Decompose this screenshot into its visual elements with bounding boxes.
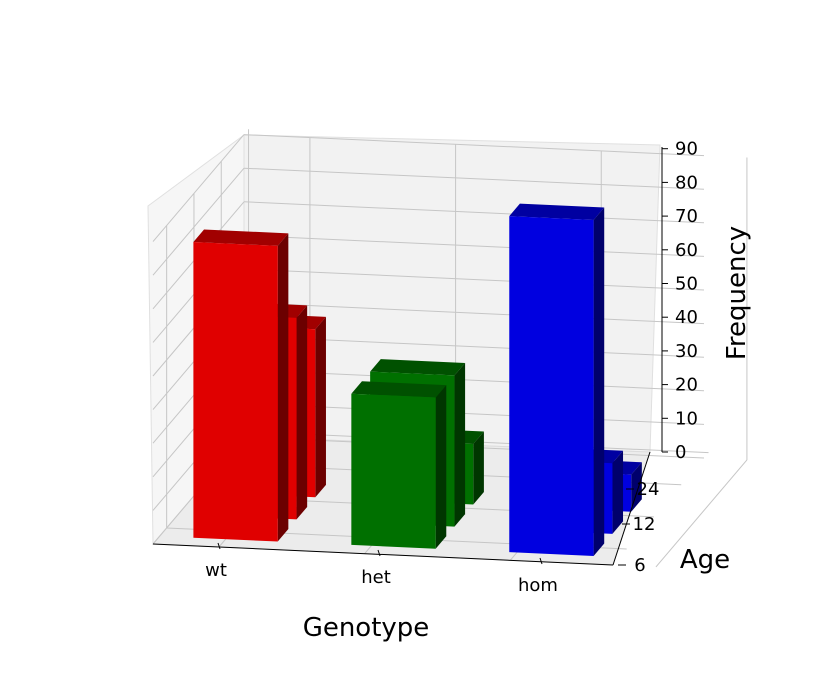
z-tick-label: 40: [675, 307, 698, 328]
bar-het-age-6: [351, 381, 446, 549]
x-tick-label: het: [361, 567, 391, 588]
bar-hom-age-6: [509, 204, 604, 556]
bar-side: [315, 317, 326, 497]
bar-side: [297, 305, 308, 519]
z-axis-label: Frequency: [722, 226, 752, 360]
bar-front: [351, 394, 435, 549]
z-tick-label: 90: [675, 139, 698, 160]
y-tick-label: 6: [634, 555, 645, 576]
z-tick-label: 80: [675, 172, 698, 193]
bar-side: [278, 233, 289, 541]
x-axis-label: Genotype: [303, 613, 430, 643]
x-tick-label: wt: [205, 560, 227, 581]
z-tick-label: 70: [675, 206, 698, 227]
bar-side: [612, 451, 623, 534]
bar-side: [594, 207, 605, 555]
z-tick-label: 0: [675, 442, 686, 463]
bar-side: [436, 385, 447, 549]
bar-side: [454, 363, 465, 527]
bar-front: [509, 216, 593, 556]
bar-side: [473, 432, 484, 505]
bar-front: [193, 242, 277, 542]
z-tick-label: 30: [675, 341, 698, 362]
z-tick-label: 20: [675, 375, 698, 396]
y-tick-label: 12: [633, 514, 656, 535]
z-tick-label: 50: [675, 274, 698, 295]
bar-wt-age-6: [193, 230, 288, 542]
y-tick-label: 24: [637, 479, 660, 500]
x-tick-label: hom: [518, 575, 558, 596]
z-tick-label: 60: [675, 240, 698, 261]
z-tick-label: 10: [675, 408, 698, 429]
y-axis-label: Age: [680, 545, 730, 575]
